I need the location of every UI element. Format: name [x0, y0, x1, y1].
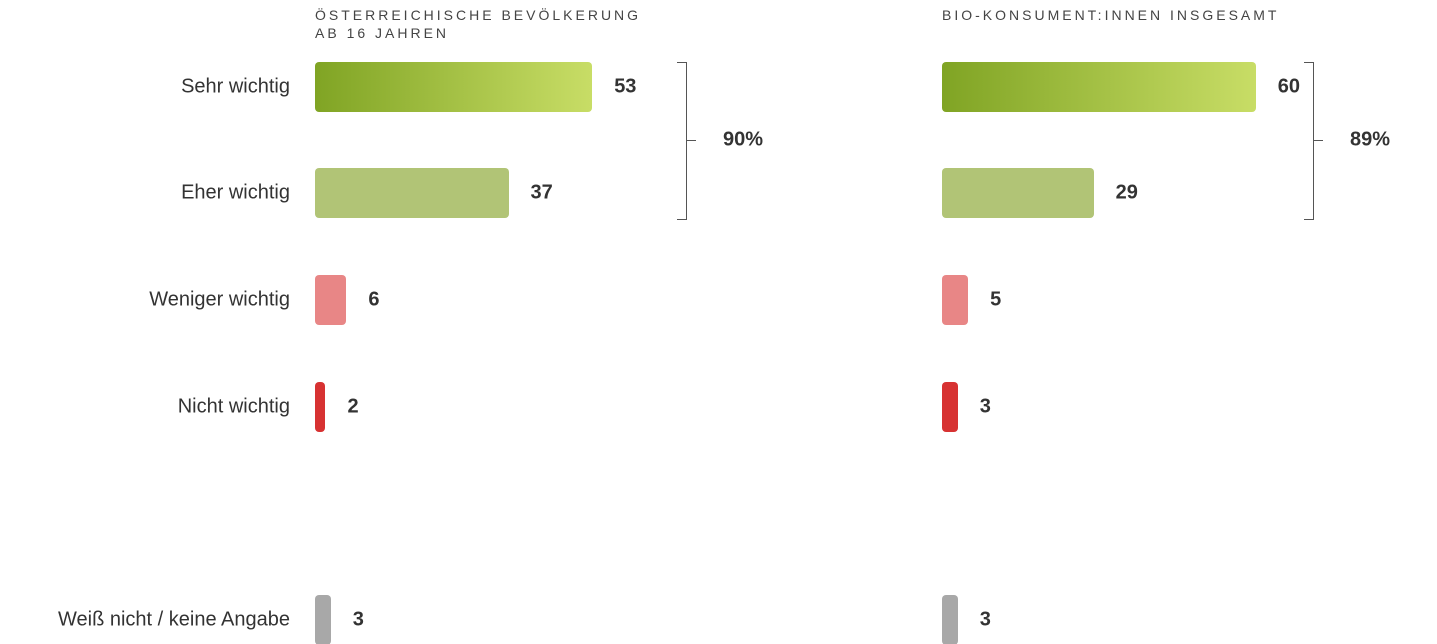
category-label: Eher wichtig	[181, 181, 290, 204]
panel-title: BIO-KONSUMENT:INNEN INSGESAMT	[942, 7, 1280, 23]
value-label: 6	[368, 288, 380, 311]
bar	[942, 168, 1094, 218]
value-label: 5	[990, 288, 1002, 311]
category-label: Nicht wichtig	[177, 395, 290, 418]
bar	[942, 275, 969, 325]
bar	[315, 62, 593, 112]
bracket-tick	[1314, 140, 1323, 141]
bar	[942, 62, 1256, 112]
value-label: 3	[979, 395, 991, 418]
bar	[315, 382, 326, 432]
value-label: 60	[1277, 75, 1301, 98]
bar	[315, 168, 509, 218]
value-label: 3	[352, 608, 364, 631]
category-label: Weiß nicht / keine Angabe	[58, 608, 290, 631]
value-label: 53	[614, 75, 637, 98]
category-label: Sehr wichtig	[181, 75, 290, 98]
bar	[315, 275, 347, 325]
bracket-tick	[687, 140, 696, 141]
panel-title: ÖSTERREICHISCHE BEVÖLKERUNG AB 16 JAHREN	[315, 7, 642, 41]
bar	[942, 382, 958, 432]
value-label: 37	[530, 181, 553, 204]
bracket	[677, 62, 687, 220]
summary-label: 89%	[1350, 128, 1391, 151]
category-label: Weniger wichtig	[149, 288, 290, 311]
value-label: 3	[979, 608, 991, 631]
bar	[315, 595, 331, 644]
summary-label: 90%	[723, 128, 764, 151]
bar	[942, 595, 958, 644]
value-label: 2	[347, 395, 359, 418]
bracket	[1304, 62, 1314, 220]
value-label: 29	[1115, 181, 1138, 204]
